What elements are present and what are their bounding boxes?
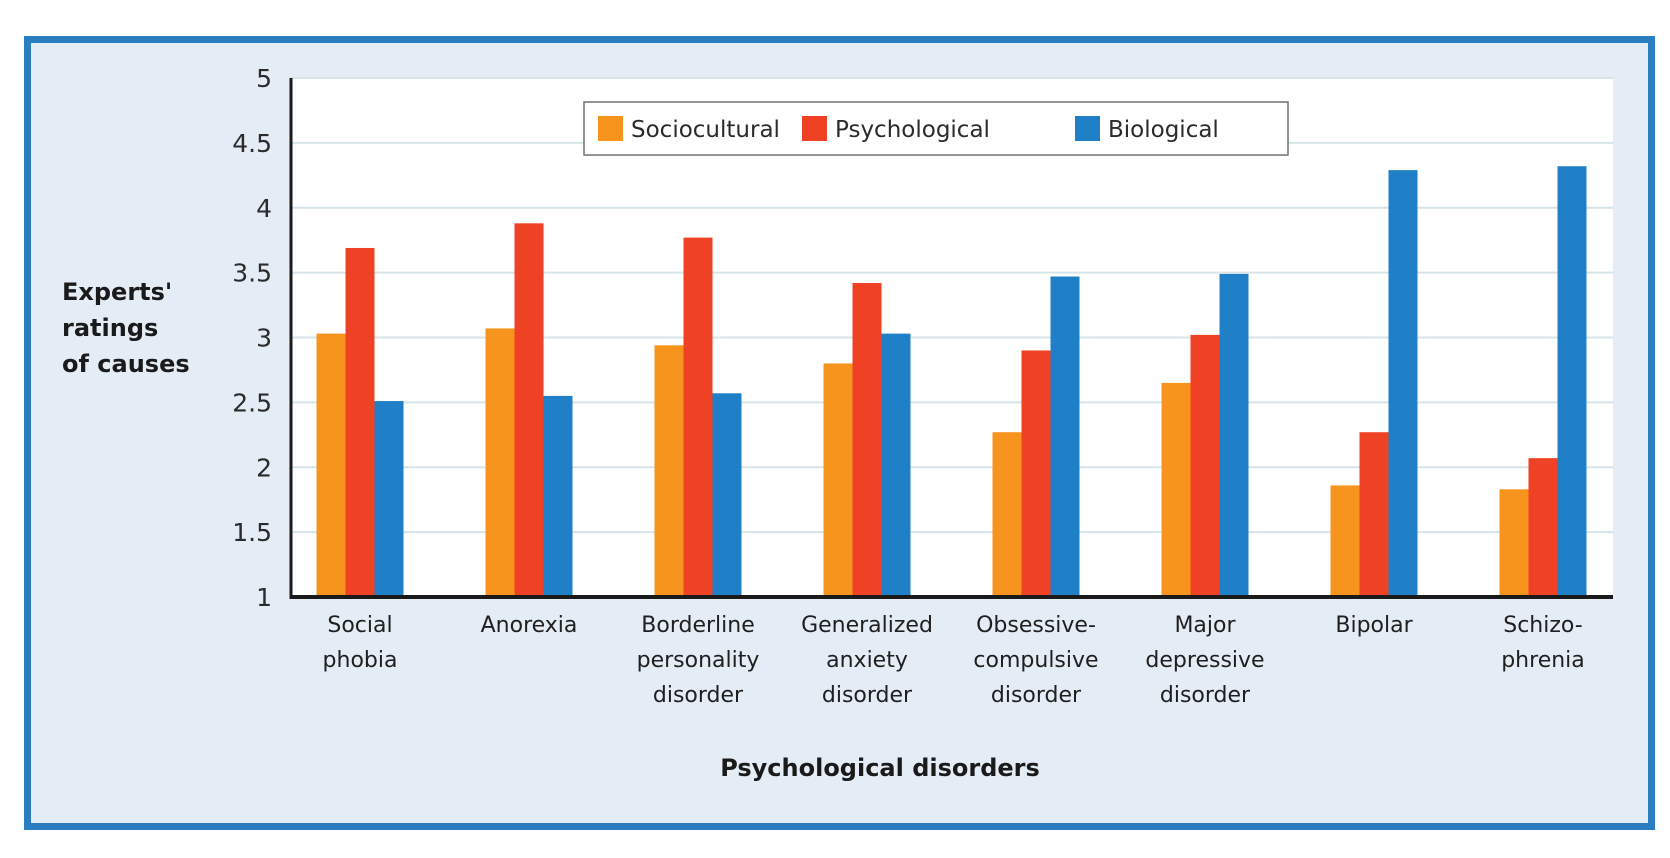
bar-psychological bbox=[1528, 458, 1558, 597]
bar-biological bbox=[881, 333, 911, 597]
x-category-label-line: depressive bbox=[1145, 648, 1264, 673]
x-category-label: Schizo-phrenia bbox=[1501, 613, 1585, 673]
x-category-label-line: Obsessive- bbox=[976, 613, 1096, 638]
y-tick-label: 1.5 bbox=[232, 518, 272, 547]
axes bbox=[289, 78, 1613, 599]
x-category-label: Borderline personality disorder bbox=[637, 613, 760, 708]
legend-swatch-biological bbox=[1075, 116, 1100, 141]
y-tick-label: 4 bbox=[256, 194, 272, 223]
y-tick-label: 2 bbox=[256, 453, 272, 482]
x-category-label-line: compulsive bbox=[973, 648, 1098, 673]
bar-sociocultural bbox=[823, 363, 853, 597]
y-axis-title: Experts' ratings of causes bbox=[62, 278, 190, 378]
x-category-label-line: disorder bbox=[1160, 683, 1251, 708]
x-axis-title: Psychological disorders bbox=[720, 754, 1040, 782]
x-category-label-line: Social bbox=[327, 613, 392, 638]
x-category-label-line: anxiety bbox=[826, 648, 908, 673]
bar-biological bbox=[1557, 166, 1587, 598]
bar-biological bbox=[543, 395, 573, 597]
x-category-label-line: phobia bbox=[323, 648, 398, 673]
y-axis-title-line: of causes bbox=[62, 350, 190, 378]
bar-sociocultural bbox=[1330, 485, 1360, 597]
bar-psychological bbox=[1359, 432, 1389, 597]
x-category-label-line: Borderline bbox=[641, 613, 754, 638]
legend-label-sociocultural: Sociocultural bbox=[631, 117, 780, 143]
bar-psychological bbox=[683, 237, 713, 597]
bar-psychological bbox=[1190, 334, 1220, 597]
y-tick-labels: 1 1.5 2 2.5 3 3.5 4 4.5 5 bbox=[232, 64, 272, 612]
x-category-label: Bipolar bbox=[1335, 613, 1413, 638]
bar-psychological bbox=[852, 283, 882, 597]
bar-psychological bbox=[514, 223, 544, 597]
bar-sociocultural bbox=[654, 345, 684, 597]
x-category-label-line: Major bbox=[1174, 613, 1236, 638]
bar-psychological bbox=[1021, 350, 1051, 597]
legend-label-biological: Biological bbox=[1108, 117, 1219, 143]
y-tick-label: 4.5 bbox=[232, 129, 272, 158]
x-category-labels: Social phobia Anorexia Borderline personalit… bbox=[323, 613, 1585, 708]
y-tick-label: 5 bbox=[256, 64, 272, 93]
x-category-label-line: disorder bbox=[991, 683, 1082, 708]
bar-biological bbox=[1219, 273, 1249, 597]
bar-biological bbox=[712, 393, 742, 597]
x-category-label-line: disorder bbox=[822, 683, 913, 708]
bar-biological bbox=[1050, 276, 1080, 597]
x-category-label-line: Schizo- bbox=[1503, 613, 1582, 638]
legend-swatch-sociocultural bbox=[598, 116, 623, 141]
legend: Sociocultural Psychological Biological bbox=[583, 101, 1289, 156]
x-category-label: Anorexia bbox=[481, 613, 578, 638]
x-category-label-line: Anorexia bbox=[481, 613, 578, 638]
x-category-label-line: personality bbox=[637, 648, 760, 673]
bar-sociocultural bbox=[1161, 382, 1191, 597]
x-category-label-line: disorder bbox=[653, 683, 744, 708]
x-category-label-line: Bipolar bbox=[1335, 613, 1413, 638]
bar-sociocultural bbox=[316, 333, 346, 597]
x-category-label-line: phrenia bbox=[1501, 648, 1585, 673]
bars bbox=[316, 166, 1587, 598]
bar-biological bbox=[374, 401, 404, 597]
bar-sociocultural bbox=[1499, 489, 1529, 597]
y-axis-title-line: ratings bbox=[62, 314, 158, 342]
bar-psychological bbox=[345, 247, 375, 597]
x-category-label: Major depressive disorder bbox=[1145, 613, 1264, 708]
y-tick-label: 3.5 bbox=[232, 259, 272, 288]
x-category-label-line: Generalized bbox=[801, 613, 933, 638]
bar-sociocultural bbox=[485, 328, 515, 597]
y-axis-title-line: Experts' bbox=[62, 278, 172, 306]
x-category-label: Social phobia bbox=[323, 613, 398, 673]
y-tick-label: 2.5 bbox=[232, 388, 272, 417]
bar-biological bbox=[1388, 170, 1418, 597]
y-tick-label: 3 bbox=[256, 324, 272, 353]
y-tick-label: 1 bbox=[256, 583, 272, 612]
bar-sociocultural bbox=[992, 432, 1022, 597]
x-category-label: Obsessive-compulsive disorder bbox=[973, 613, 1098, 708]
x-category-label: Generalized anxiety disorder bbox=[801, 613, 933, 708]
axis-titles: Experts' ratings of causes Psychological di… bbox=[62, 278, 1040, 782]
legend-box bbox=[583, 101, 1289, 156]
legend-label-psychological: Psychological bbox=[835, 117, 990, 143]
legend-swatch-psychological bbox=[802, 116, 827, 141]
